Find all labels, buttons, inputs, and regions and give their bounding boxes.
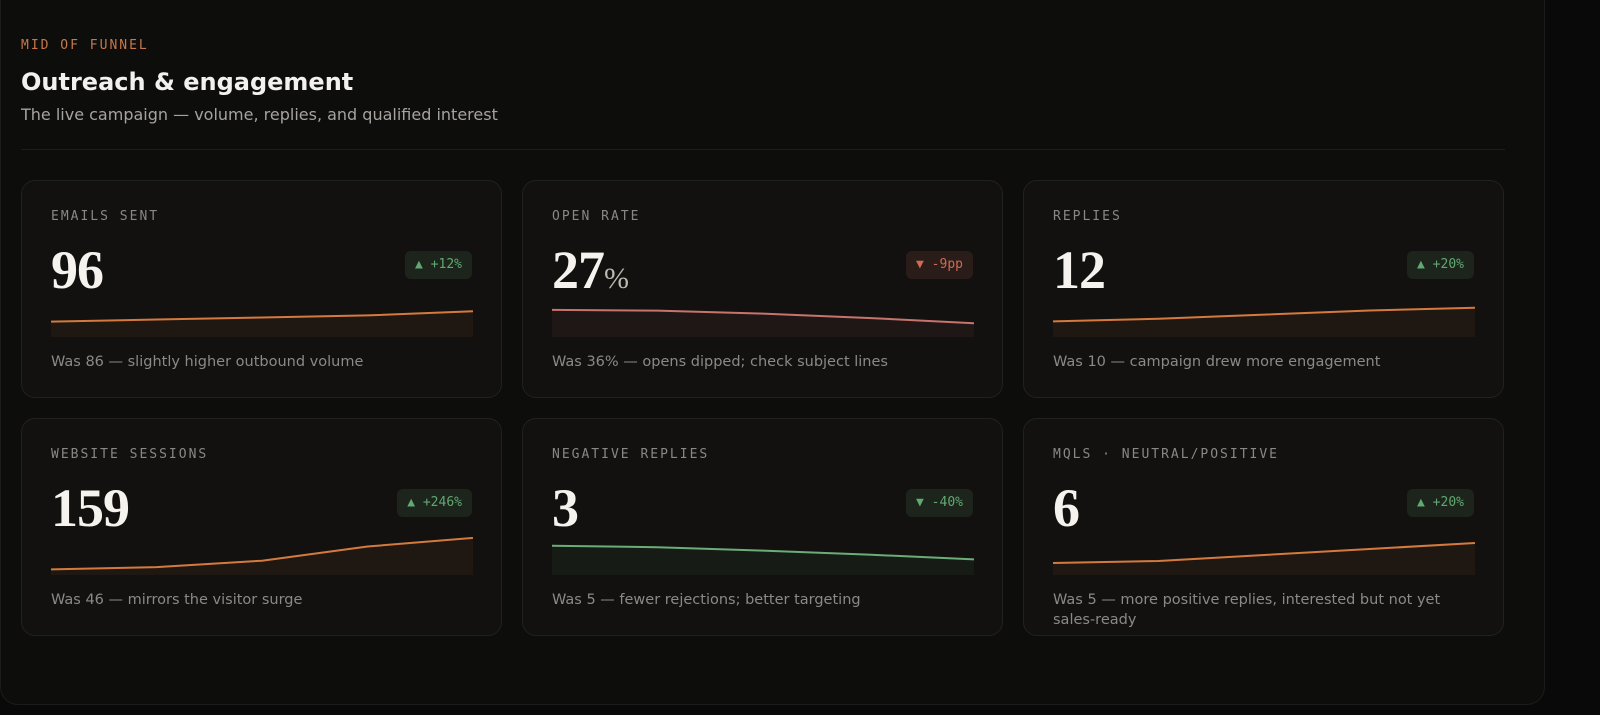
delta-badge: ▼ -40% (906, 489, 973, 517)
section-title: Outreach & engagement (21, 68, 354, 96)
kpi-note: Was 10 — campaign drew more engagement (1053, 354, 1381, 370)
delta-badge: ▲ +20% (1407, 489, 1474, 517)
kpi-number: 3 (552, 478, 579, 538)
kpi-card: EMAILS SENT 96 ▲ +12% Was 86 — slightly hig… (21, 180, 502, 398)
sparkline-area (51, 311, 473, 337)
sparkline-line (51, 537, 473, 571)
kpi-value: 159 (51, 477, 130, 539)
kpi-note: Was 5 — fewer rejections; better targeti… (552, 592, 861, 608)
kpi-value: 27% (552, 239, 629, 301)
kpi-note: Was 86 — slightly higher outbound volume (51, 354, 364, 370)
kpi-card: REPLIES 12 ▲ +20% Was 10 — campaign drew mo… (1023, 180, 1504, 398)
kpi-value: 96 (51, 239, 104, 301)
kpi-note: Was 46 — mirrors the visitor surge (51, 592, 303, 608)
divider (21, 149, 1505, 150)
sparkline-line (1053, 306, 1475, 323)
sparkline (1053, 542, 1475, 575)
kpi-label: REPLIES (1053, 209, 1122, 224)
kpi-unit: % (604, 262, 629, 295)
sparkline (552, 544, 974, 575)
sparkline (51, 310, 473, 337)
kpi-number: 12 (1053, 240, 1106, 300)
kpi-value: 3 (552, 477, 579, 539)
kpi-value: 12 (1053, 239, 1106, 301)
kpi-card: OPEN RATE 27% ▼ -9pp Was 36% — opens dipped… (522, 180, 1003, 398)
delta-badge: ▲ +246% (397, 489, 472, 517)
sparkline (1053, 306, 1475, 337)
kpi-label: NEGATIVE REPLIES (552, 447, 710, 462)
kpi-card: NEGATIVE REPLIES 3 ▼ -40% Was 5 — fewer rej… (522, 418, 1003, 636)
kpi-number: 6 (1053, 478, 1080, 538)
kpi-label: EMAILS SENT (51, 209, 160, 224)
kpi-note: Was 36% — opens dipped; check subject li… (552, 354, 888, 370)
sparkline (51, 537, 473, 575)
sparkline-line (1053, 542, 1475, 564)
sparkline-line (552, 308, 974, 325)
kpi-number: 159 (51, 478, 130, 538)
sparkline-line (51, 310, 473, 323)
sparkline-area (552, 309, 974, 337)
kpi-number: 27 (552, 240, 605, 300)
delta-badge: ▼ -9pp (906, 251, 973, 279)
kpi-label: MQLS · NEUTRAL/POSITIVE (1053, 447, 1280, 462)
kpi-number: 96 (51, 240, 104, 300)
kpi-note: Was 5 — more positive replies, intereste… (1053, 592, 1441, 628)
kpi-card: WEBSITE SESSIONS 159 ▲ +246% Was 46 — mirro… (21, 418, 502, 636)
sparkline-area (1053, 307, 1475, 337)
kpi-label: WEBSITE SESSIONS (51, 447, 209, 462)
sparkline-area (1053, 543, 1475, 575)
sparkline (552, 308, 974, 337)
delta-badge: ▲ +20% (1407, 251, 1474, 279)
delta-badge: ▲ +12% (405, 251, 472, 279)
section-subtitle: The live campaign — volume, replies, and… (21, 105, 498, 124)
sparkline-area (552, 545, 974, 575)
kpi-card: MQLS · NEUTRAL/POSITIVE 6 ▲ +20% Was 5 — mo… (1023, 418, 1504, 636)
kpi-value: 6 (1053, 477, 1080, 539)
eyebrow: MID OF FUNNEL (21, 38, 149, 53)
sparkline-line (552, 544, 974, 561)
kpi-label: OPEN RATE (552, 209, 641, 224)
